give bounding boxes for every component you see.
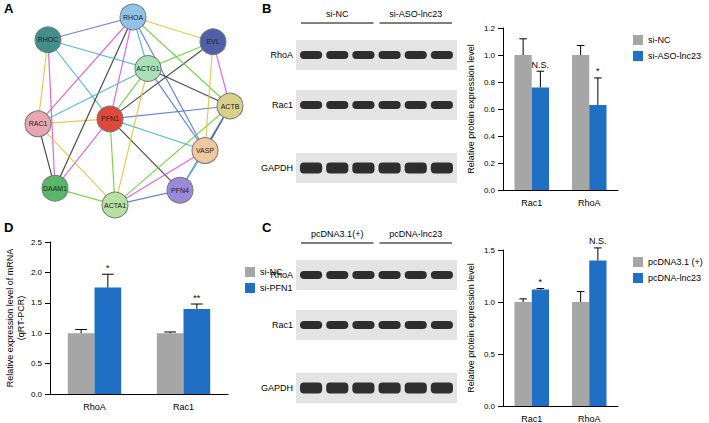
svg-text:si-NC: si-NC bbox=[648, 35, 671, 45]
svg-text:2.0: 2.0 bbox=[31, 268, 43, 277]
svg-text:0.8: 0.8 bbox=[484, 78, 496, 87]
svg-text:RhoA: RhoA bbox=[270, 50, 293, 60]
svg-text:RhoA: RhoA bbox=[83, 402, 106, 412]
svg-text:pcDNA3.1(+): pcDNA3.1(+) bbox=[311, 229, 363, 239]
svg-text:PFN4: PFN4 bbox=[171, 187, 189, 194]
svg-text:si-NC: si-NC bbox=[326, 9, 349, 19]
svg-text:EVL: EVL bbox=[206, 38, 219, 45]
svg-text:0.0: 0.0 bbox=[31, 390, 43, 399]
svg-text:D: D bbox=[4, 220, 13, 235]
svg-text:Rac1: Rac1 bbox=[173, 402, 194, 412]
svg-text:RAC1: RAC1 bbox=[29, 120, 48, 127]
svg-text:ACTA1: ACTA1 bbox=[104, 202, 126, 209]
svg-text:A: A bbox=[4, 1, 14, 16]
svg-text:1.0: 1.0 bbox=[484, 298, 496, 307]
svg-text:1.5: 1.5 bbox=[31, 298, 43, 307]
svg-text:si-NC: si-NC bbox=[260, 267, 283, 277]
svg-text:GAPDH: GAPDH bbox=[261, 163, 293, 173]
svg-text:1.0: 1.0 bbox=[484, 51, 496, 60]
svg-text:Relative protein expression le: Relative protein expression level bbox=[466, 44, 476, 174]
svg-text:0.6: 0.6 bbox=[484, 105, 496, 114]
svg-text:DAAM1: DAAM1 bbox=[43, 185, 67, 192]
svg-text:VASP: VASP bbox=[196, 147, 214, 154]
svg-text:Rac1: Rac1 bbox=[521, 198, 542, 208]
svg-text:1.0: 1.0 bbox=[31, 329, 43, 338]
svg-text:0.4: 0.4 bbox=[484, 132, 496, 141]
svg-text:*: * bbox=[596, 66, 600, 76]
svg-text:Relative protein expression le: Relative protein expression level bbox=[466, 263, 476, 393]
svg-text:si-PFN1: si-PFN1 bbox=[260, 283, 293, 293]
svg-text:ACTB: ACTB bbox=[221, 103, 240, 110]
svg-text:pcDNA-lnc23: pcDNA-lnc23 bbox=[389, 229, 442, 239]
svg-text:0.5: 0.5 bbox=[484, 350, 496, 359]
svg-text:Rac1: Rac1 bbox=[272, 320, 293, 330]
svg-text:0.5: 0.5 bbox=[31, 359, 43, 368]
svg-text:Rac1: Rac1 bbox=[521, 414, 542, 423]
svg-text:0.0: 0.0 bbox=[484, 186, 496, 195]
svg-text:N.S.: N.S. bbox=[532, 60, 550, 70]
svg-text:0.0: 0.0 bbox=[484, 402, 496, 411]
svg-text:*: * bbox=[106, 263, 110, 273]
svg-text:ACTG1: ACTG1 bbox=[136, 65, 159, 72]
svg-text:PFN1: PFN1 bbox=[101, 115, 119, 122]
svg-text:si-ASO-lnc23: si-ASO-lnc23 bbox=[648, 51, 701, 61]
svg-text:RhoA: RhoA bbox=[578, 414, 601, 423]
svg-text:1.2: 1.2 bbox=[484, 24, 496, 33]
svg-text:Relative expression level of m: Relative expression level of mRNA bbox=[5, 249, 15, 388]
svg-text:N.S.: N.S. bbox=[589, 236, 607, 246]
svg-text:pcDNA3.1 (+): pcDNA3.1 (+) bbox=[648, 257, 703, 267]
svg-text:Rac1: Rac1 bbox=[272, 100, 293, 110]
svg-text:RhoA: RhoA bbox=[578, 198, 601, 208]
svg-text:2.5: 2.5 bbox=[31, 238, 43, 247]
svg-text:GAPDH: GAPDH bbox=[261, 383, 293, 393]
svg-text:si-ASO-lnc23: si-ASO-lnc23 bbox=[389, 9, 442, 19]
svg-text:1.5: 1.5 bbox=[484, 246, 496, 255]
svg-text:C: C bbox=[262, 220, 272, 235]
svg-text:(qRT-PCR): (qRT-PCR) bbox=[16, 296, 26, 340]
svg-text:0.2: 0.2 bbox=[484, 159, 496, 168]
svg-text:**: ** bbox=[193, 293, 201, 303]
svg-text:pcDNA-lnc23: pcDNA-lnc23 bbox=[648, 273, 701, 283]
svg-text:B: B bbox=[262, 1, 271, 16]
svg-text:RHOC: RHOC bbox=[38, 36, 59, 43]
svg-text:*: * bbox=[539, 277, 543, 287]
svg-text:RHOA: RHOA bbox=[123, 14, 144, 21]
